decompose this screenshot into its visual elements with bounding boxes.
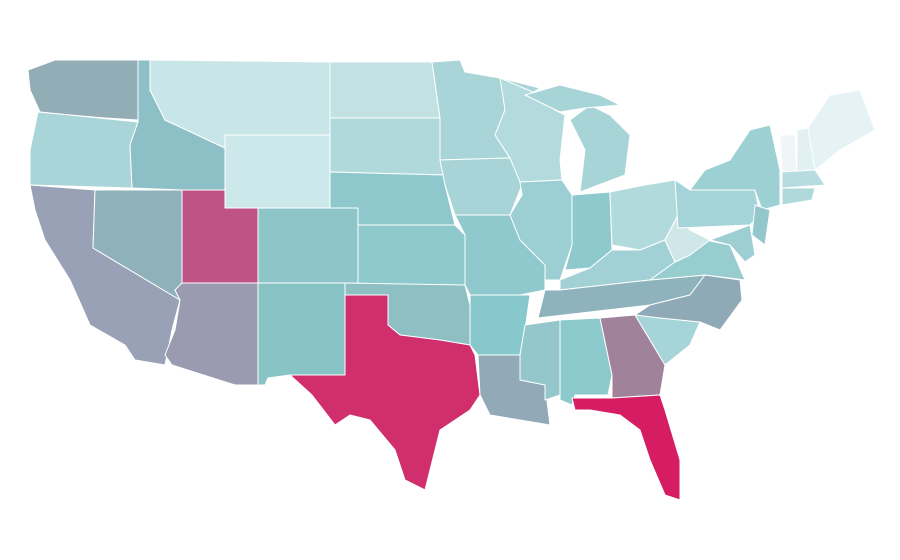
state-region — [357, 224, 466, 286]
state-region — [257, 207, 359, 284]
state-region — [571, 394, 681, 501]
state-region — [524, 84, 621, 113]
state-region — [164, 282, 259, 386]
state-region — [439, 157, 523, 216]
state-region — [781, 169, 826, 189]
state-region — [689, 124, 781, 211]
state-region — [569, 104, 631, 193]
state-region — [224, 134, 331, 209]
state-region — [634, 274, 743, 331]
state-region — [29, 111, 139, 189]
state-region — [807, 89, 876, 171]
state-region — [329, 61, 441, 119]
state-region — [329, 117, 446, 176]
state-region — [27, 59, 139, 121]
state-region — [289, 294, 481, 491]
state-region — [751, 204, 771, 246]
state-region — [779, 134, 798, 176]
state-region — [509, 179, 573, 281]
state-region — [257, 282, 346, 386]
state-region — [709, 224, 756, 263]
state-region — [781, 187, 816, 206]
